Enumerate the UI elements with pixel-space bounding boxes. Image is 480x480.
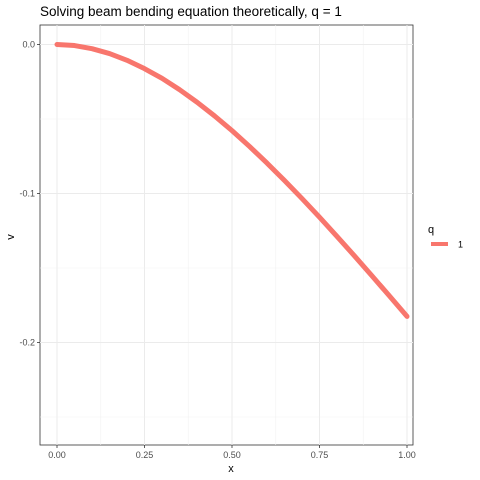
grid [40, 25, 413, 445]
plot-panel [39, 24, 414, 446]
y-axis: 0.0 -0.1 -0.2 [19, 40, 40, 348]
series-layer [54, 42, 410, 319]
legend: q 1 [428, 224, 463, 250]
y-tick-label: -0.1 [19, 189, 35, 199]
series-line-1 [54, 42, 410, 319]
y-tick-label: 0.0 [22, 40, 35, 50]
legend-label-1: 1 [458, 240, 463, 250]
y-axis-title: v [5, 234, 17, 240]
chart-title: Solving beam bending equation theoretica… [40, 4, 342, 19]
x-tick-label: 0.25 [136, 450, 154, 460]
x-tick-label: 0.75 [311, 450, 329, 460]
y-tick-label: -0.2 [19, 338, 35, 348]
legend-title: q [428, 224, 434, 236]
x-tick-label: 1.00 [398, 450, 416, 460]
x-axis-title: x [228, 463, 234, 475]
x-tick-label: 0.00 [48, 450, 66, 460]
x-tick-label: 0.50 [223, 450, 241, 460]
x-axis: 0.00 0.25 0.50 0.75 1.00 [48, 445, 416, 460]
